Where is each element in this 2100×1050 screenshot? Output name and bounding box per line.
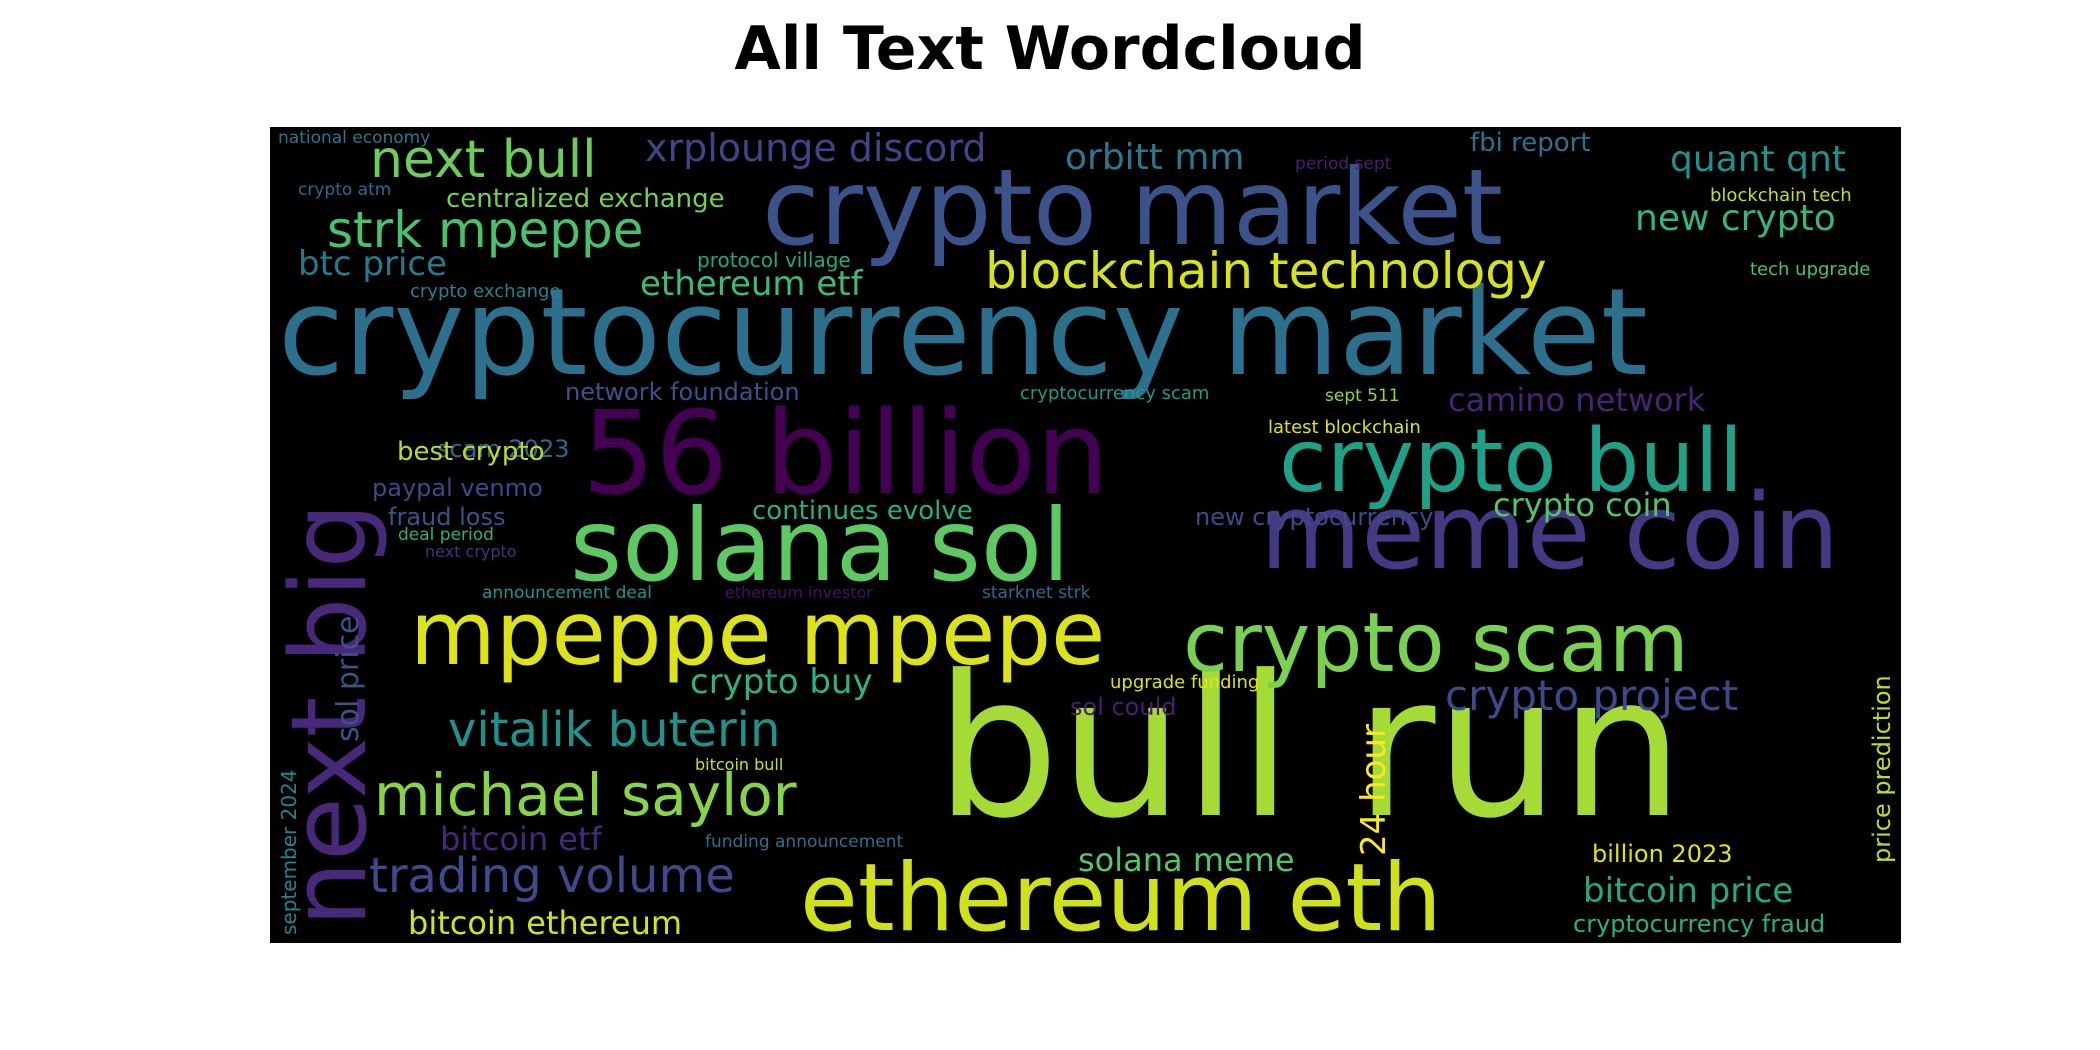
word-solana-sol: solana sol (570, 487, 1070, 604)
word-period-sept: period sept (1295, 154, 1392, 174)
word-tech-upgrade: tech upgrade (1750, 259, 1870, 280)
word-sol-could: sol could (1070, 693, 1176, 721)
word-crypto-coin: crypto coin (1493, 486, 1672, 524)
word-cryptocurrency-market: cryptocurrency market (278, 264, 1648, 403)
word-next-bull: next bull (370, 130, 597, 190)
word-strk-mpeppe: strk mpeppe (327, 201, 644, 259)
word-bitcoin-etf: bitcoin etf (440, 820, 603, 858)
word-cryptocurrency-scam: cryptocurrency scam (1020, 383, 1209, 404)
word-sol-price: sol price (331, 615, 366, 742)
word-funding-announcement: funding announcement (705, 832, 904, 852)
word-crypto-market: crypto market (762, 147, 1503, 269)
word-bitcoin-price: bitcoin price (1583, 871, 1793, 911)
word-scam-2023: scam 2023 (437, 435, 570, 463)
word-xrplounge-discord: xrplounge discord (645, 127, 986, 170)
word-crypto-bull: crypto bull (1279, 410, 1743, 512)
word-crypto-atm: crypto atm (298, 180, 391, 200)
word-bull-run: bull run (935, 634, 1684, 862)
word-crypto-exchange: crypto exchange (410, 281, 561, 302)
word-ethereum-investor: ethereum investor (725, 583, 873, 602)
word-new-cryptocurrency: new cryptocurrency (1195, 503, 1433, 531)
word-24-hour: 24 hour (1354, 724, 1394, 856)
word-upgrade-funding: upgrade funding (1110, 672, 1259, 693)
word-latest-blockchain: latest blockchain (1268, 417, 1421, 438)
word-sept-511: sept 511 (1325, 386, 1400, 406)
word-next-big: next big (270, 503, 390, 927)
word-national-economy: national economy (278, 128, 430, 148)
word-continues-evolve: continues evolve (752, 496, 973, 526)
word-56-billion: 56 billion (582, 387, 1109, 521)
word-vitalik-buterin: vitalik buterin (448, 702, 780, 758)
word-mpeppe-mpepe: mpeppe mpepe (410, 582, 1105, 685)
word-btc-price: btc price (298, 244, 447, 284)
word-blockchain-technology: blockchain technology (985, 242, 1547, 300)
word-new-crypto: new crypto (1635, 198, 1836, 239)
word-meme-coin: meme coin (1260, 471, 1839, 593)
word-bitcoin-ethereum: bitcoin ethereum (408, 904, 682, 942)
word-network-foundation: network foundation (565, 378, 800, 406)
word-billion-2023: billion 2023 (1592, 840, 1733, 868)
word-crypto-project: crypto project (1445, 671, 1738, 720)
word-deal-period: deal period (398, 525, 494, 545)
word-blockchain-tech: blockchain tech (1710, 185, 1852, 206)
word-trading-volume: trading volume (369, 848, 735, 904)
word-price-prediction: price prediction (1868, 675, 1896, 863)
word-next-crypto: next crypto (425, 542, 517, 561)
word-september-2024: september 2024 (277, 769, 301, 935)
word-ethereum-eth: ethereum eth (800, 844, 1442, 943)
word-crypto-buy: crypto buy (690, 662, 873, 702)
word-solana-meme: solana meme (1078, 841, 1295, 879)
word-announcement-deal: announcement deal (482, 583, 652, 603)
word-centralized-exchange: centralized exchange (446, 184, 725, 214)
chart-title: All Text Wordcloud (734, 14, 1366, 84)
word-bitcoin-bull: bitcoin bull (695, 755, 783, 774)
word-ethereum-etf: ethereum etf (640, 264, 864, 304)
word-paypal-venmo: paypal venmo (372, 474, 543, 502)
word-quant-qnt: quant qnt (1670, 139, 1846, 180)
word-fraud-loss: fraud loss (388, 503, 505, 531)
word-best-crypto: best crypto (397, 437, 544, 467)
wordcloud-canvas: cryptocurrency market crypto market bull r… (270, 127, 1901, 943)
word-michael-saylor: michael saylor (374, 761, 797, 829)
word-camino-network: camino network (1448, 381, 1706, 419)
word-cryptocurrency-fraud: cryptocurrency fraud (1573, 910, 1825, 938)
word-fbi-report: fbi report (1470, 128, 1591, 158)
word-starknet-strk: starknet strk (982, 583, 1091, 603)
word-orbitt-mm: orbitt mm (1065, 137, 1245, 178)
word-crypto-scam: crypto scam (1183, 596, 1689, 691)
word-protocol-village: protocol village (697, 248, 851, 272)
